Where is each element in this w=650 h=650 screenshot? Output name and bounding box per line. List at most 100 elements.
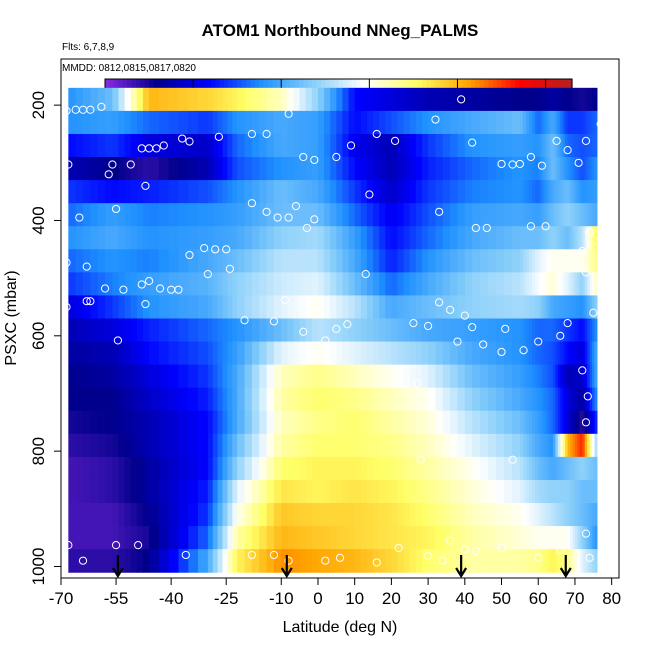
arrow-marker bbox=[280, 555, 293, 579]
heatmap-cell bbox=[457, 364, 466, 389]
heatmap-cell bbox=[428, 503, 436, 527]
heatmap-cell bbox=[348, 318, 356, 343]
heatmap-cell bbox=[299, 364, 307, 389]
sample-point bbox=[424, 321, 433, 331]
heatmap-cell bbox=[287, 157, 294, 181]
heatmap-cell bbox=[75, 364, 84, 389]
heatmap-cell bbox=[543, 387, 547, 412]
heatmap-cell bbox=[142, 110, 150, 135]
heatmap-cell bbox=[293, 479, 301, 504]
heatmap-cell bbox=[207, 110, 214, 135]
heatmap-cell bbox=[90, 433, 99, 458]
heatmap-cell bbox=[592, 295, 596, 319]
heatmap-cell bbox=[142, 456, 150, 481]
heatmap-cell bbox=[83, 87, 91, 112]
heatmap-cell bbox=[118, 249, 126, 273]
heatmap-cell bbox=[217, 387, 224, 412]
heatmap-cell bbox=[442, 410, 451, 435]
heatmap-cell bbox=[562, 503, 566, 527]
heatmap-cell bbox=[149, 526, 160, 550]
heatmap-cell bbox=[428, 203, 436, 227]
heatmap-cell bbox=[545, 249, 549, 273]
heatmap-cell bbox=[543, 526, 547, 550]
heatmap-cell bbox=[97, 226, 106, 250]
heatmap-cell bbox=[496, 318, 505, 343]
heatmap-cell bbox=[136, 456, 144, 481]
heatmap-cell bbox=[75, 87, 84, 112]
heatmap-cell bbox=[105, 387, 113, 412]
sample-point bbox=[409, 319, 418, 328]
heatmap-cell bbox=[136, 87, 144, 112]
heatmap-cell bbox=[450, 249, 458, 273]
heatmap-cell bbox=[188, 295, 199, 319]
sample-point bbox=[603, 131, 613, 140]
heatmap-cell bbox=[342, 549, 350, 573]
heatmap-cell bbox=[311, 110, 319, 135]
heatmap-cell bbox=[305, 295, 313, 319]
heatmap-cell bbox=[543, 203, 547, 227]
heatmap-cell bbox=[503, 110, 513, 135]
heatmap-cell bbox=[450, 364, 458, 389]
heatmap-cell bbox=[149, 110, 160, 135]
heatmap-cell bbox=[385, 249, 392, 273]
heatmap-cell bbox=[105, 433, 113, 458]
heatmap-cell bbox=[311, 295, 319, 319]
heatmap-cell bbox=[503, 133, 513, 158]
sample-point bbox=[596, 120, 605, 129]
heatmap-cell bbox=[237, 456, 246, 481]
heatmap-cell bbox=[403, 226, 411, 250]
heatmap-cell bbox=[450, 341, 458, 366]
heatmap-cell bbox=[579, 433, 583, 458]
heatmap-cell bbox=[488, 433, 497, 458]
heatmap-cell bbox=[552, 456, 556, 481]
heatmap-cell bbox=[565, 226, 569, 250]
heatmap-cell bbox=[532, 526, 536, 550]
heatmap-cell bbox=[577, 479, 581, 504]
heatmap-cell bbox=[548, 87, 551, 112]
heatmap-cell bbox=[579, 364, 583, 389]
heatmap-cell bbox=[567, 503, 571, 527]
heatmap-cell bbox=[480, 433, 489, 458]
heatmap-cell bbox=[472, 87, 481, 112]
heatmap-cell bbox=[535, 226, 539, 250]
heatmap-cell bbox=[522, 503, 527, 527]
heatmap-cell bbox=[299, 410, 307, 435]
heatmap-cell bbox=[403, 364, 411, 389]
heatmap-cell bbox=[587, 456, 591, 481]
heatmap-cell bbox=[373, 410, 380, 435]
heatmap-cell bbox=[577, 87, 581, 112]
heatmap-cell bbox=[496, 249, 505, 273]
heatmap-cell bbox=[472, 364, 481, 389]
heatmap-cell bbox=[68, 203, 77, 227]
heatmap-cell bbox=[584, 180, 588, 204]
heatmap-cell bbox=[570, 549, 573, 573]
heatmap-cell bbox=[348, 110, 356, 135]
heatmap-cell bbox=[198, 318, 209, 343]
heatmap-cell bbox=[464, 387, 473, 412]
heatmap-cell bbox=[178, 364, 189, 389]
heatmap-cell bbox=[149, 157, 160, 181]
heatmap-cell bbox=[511, 503, 521, 527]
sample-point bbox=[62, 302, 71, 312]
heatmap-cell bbox=[428, 110, 436, 135]
heatmap-cell bbox=[83, 180, 91, 204]
heatmap-cell bbox=[548, 387, 551, 412]
x-axis-label: Latitude (deg N) bbox=[283, 619, 398, 636]
heatmap-cell bbox=[83, 410, 91, 435]
heatmap-cell bbox=[124, 387, 132, 412]
heatmap-cell bbox=[232, 295, 238, 319]
sample-point bbox=[284, 556, 293, 565]
heatmap-cell bbox=[237, 180, 246, 204]
heatmap-cell bbox=[136, 341, 144, 366]
heatmap-cell bbox=[68, 433, 77, 458]
heatmap-cell bbox=[68, 157, 77, 181]
heatmap-cell bbox=[538, 249, 542, 273]
heatmap-cell bbox=[567, 549, 571, 573]
heatmap-cell bbox=[75, 133, 84, 158]
heatmap-cell bbox=[168, 318, 179, 343]
heatmap-cell bbox=[178, 249, 189, 273]
heatmap-cell bbox=[594, 110, 598, 135]
heatmap-cell bbox=[594, 549, 598, 573]
heatmap-cell bbox=[435, 133, 444, 158]
heatmap-cell bbox=[158, 87, 170, 112]
